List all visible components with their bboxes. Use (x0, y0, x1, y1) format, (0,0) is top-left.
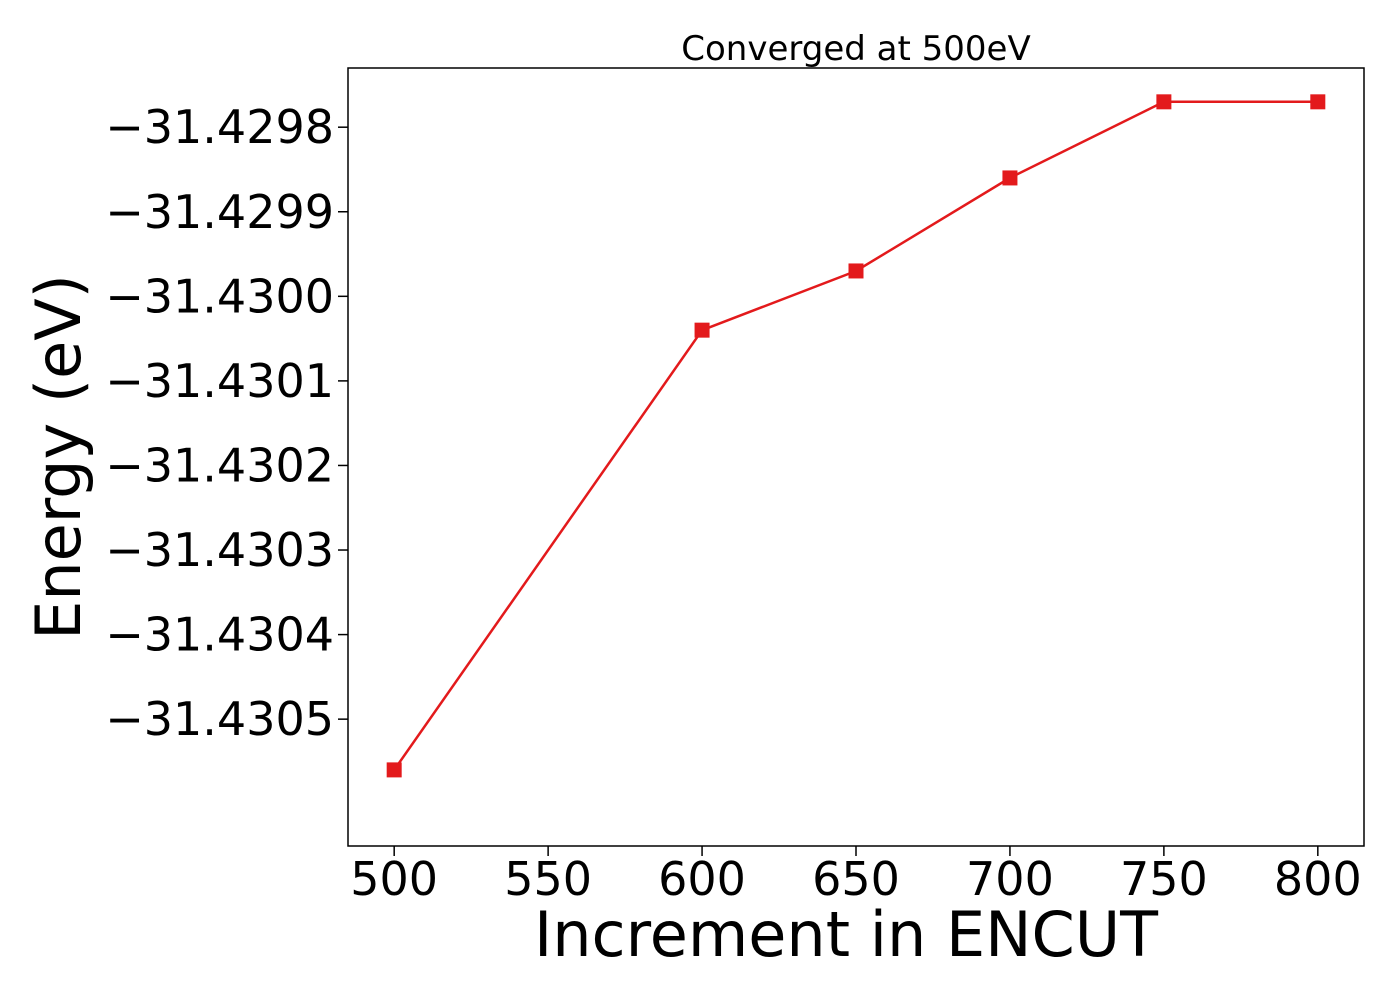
x-tick-label: 800 (1274, 852, 1362, 906)
series-layer (386, 94, 1326, 778)
data-point-marker (1310, 94, 1326, 110)
data-point-marker (1156, 94, 1172, 110)
y-tick-label: −31.4303 (105, 523, 334, 577)
plot-area-frame (347, 67, 1365, 847)
data-point-marker (386, 762, 402, 778)
x-tick-label: 600 (658, 852, 746, 906)
chart-title: Converged at 500eV (681, 29, 1030, 69)
y-tick-label: −31.4298 (105, 100, 334, 154)
y-tick-label: −31.4302 (105, 438, 334, 492)
x-tick-label: 650 (812, 852, 900, 906)
x-axis-label: Increment in ENCUT (534, 898, 1159, 971)
y-tick-label: −31.4305 (105, 692, 334, 746)
y-axis: −31.4305 −31.4304 −31.4303 −31.4302 −31.4301… (105, 100, 348, 746)
x-tick-label: 550 (504, 852, 592, 906)
y-axis-label: Energy (eV) (22, 274, 95, 640)
data-point-marker (694, 322, 710, 338)
y-tick-label: −31.4299 (105, 185, 334, 239)
y-tick-label: −31.4304 (105, 608, 334, 662)
x-tick-label: 750 (1120, 852, 1208, 906)
data-point-marker (1002, 170, 1018, 186)
y-tick-label: −31.4301 (105, 354, 334, 408)
x-tick-label: 500 (350, 852, 438, 906)
y-tick-label: −31.4300 (105, 269, 334, 323)
data-point-marker (848, 263, 864, 279)
x-axis: 500 550 600 650 700 750 800 (350, 846, 1362, 906)
series-line (393, 100, 1318, 771)
x-tick-label: 700 (966, 852, 1054, 906)
